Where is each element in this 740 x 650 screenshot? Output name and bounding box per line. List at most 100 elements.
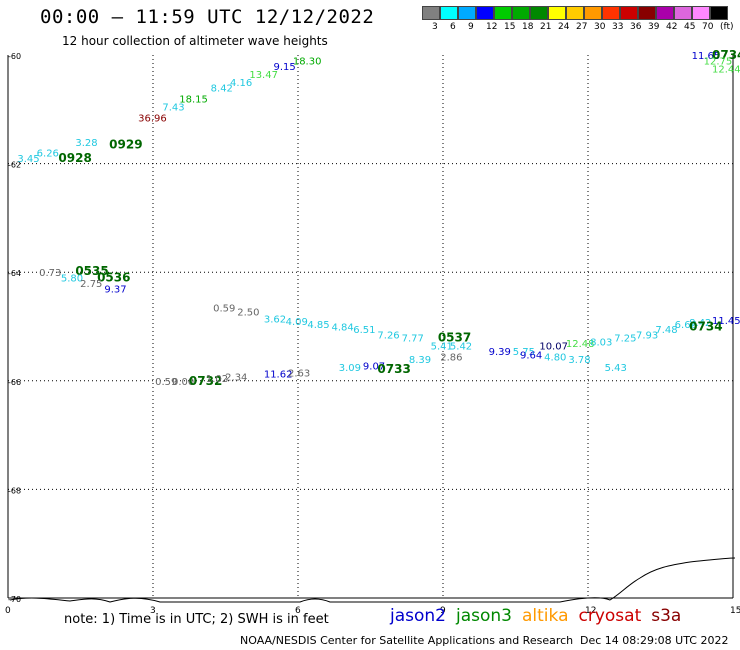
legend-swatch xyxy=(494,6,512,20)
legend-label: 9 xyxy=(468,22,474,32)
longitude-label: 6 xyxy=(295,606,301,616)
legend-swatch xyxy=(710,6,728,20)
legend-label: 27 xyxy=(576,22,588,32)
pass-time-label: 0536 xyxy=(97,271,130,285)
legend-label: 36 xyxy=(630,22,642,32)
legend-swatch xyxy=(440,6,458,20)
legend-label: 30 xyxy=(594,22,606,32)
legend-label: 39 xyxy=(648,22,660,32)
legend-label: 33 xyxy=(612,22,624,32)
pass-time-label: 0928 xyxy=(58,151,91,165)
legend-label: (ft) xyxy=(720,22,734,32)
wave-height-label: 3.45 xyxy=(17,154,39,165)
wave-height-label: 0.00 xyxy=(172,377,194,388)
wave-height-label: 6.51 xyxy=(353,325,375,336)
wave-height-label: 7.43 xyxy=(162,103,184,114)
pass-time-label: 0734 xyxy=(689,320,722,334)
wave-height-label: 10.07 xyxy=(539,342,568,353)
legend-swatch xyxy=(566,6,584,20)
pass-time-label: 0732 xyxy=(189,374,222,388)
wave-height-label: 2.75 xyxy=(80,279,102,290)
wave-height-label: 1.02 xyxy=(206,374,228,385)
legend-swatch xyxy=(530,6,548,20)
wave-height-label: 5.43 xyxy=(605,363,627,374)
wave-height-label: 18.30 xyxy=(293,56,322,67)
wave-height-label: 8.03 xyxy=(590,338,612,349)
pass-time-label: 0537 xyxy=(438,330,471,344)
map-grid xyxy=(7,55,734,599)
wave-height-label: 8.39 xyxy=(409,355,431,366)
legend-swatch xyxy=(548,6,566,20)
pass-time-label: 0734 xyxy=(712,48,740,62)
wave-height-label: 3.09 xyxy=(339,363,361,374)
wave-height-label: 11.65 xyxy=(692,51,721,62)
legend-label: 15 xyxy=(504,22,516,32)
legend-label: 18 xyxy=(522,22,534,32)
legend-swatch xyxy=(584,6,602,20)
wave-height-label: 13.47 xyxy=(249,70,278,81)
satellite-name: jason2 xyxy=(390,606,446,626)
legend-label: 24 xyxy=(558,22,570,32)
legend-label: 70 xyxy=(702,22,714,32)
longitude-label: 12 xyxy=(585,606,596,616)
axis-labels: 0 3 6 9 12 15 -60 -62 -64 -66 -68 -70 xyxy=(5,52,740,616)
wave-height-label: 9.39 xyxy=(489,347,511,358)
wave-height-label: 7.77 xyxy=(402,333,424,344)
legend-swatch xyxy=(674,6,692,20)
wave-height-label: 0.73 xyxy=(39,268,61,279)
wave-height-label: 4.84 xyxy=(332,323,354,334)
wave-height-label: 18.15 xyxy=(179,94,208,105)
wave-height-label: 3.78 xyxy=(568,355,590,366)
wave-height-label: 0.59 xyxy=(213,303,235,314)
wave-height-label: 7.93 xyxy=(636,331,658,342)
satellite-name: altika xyxy=(522,606,569,626)
pass-time-label: 0929 xyxy=(109,138,142,152)
legend-label: 45 xyxy=(684,22,696,32)
latitude-label: -70 xyxy=(8,595,21,604)
satellite-name: cryosat xyxy=(578,606,642,626)
legend-swatch xyxy=(512,6,530,20)
wave-height-label: 2.63 xyxy=(288,369,310,380)
legend-swatch xyxy=(656,6,674,20)
satellite-legend: jason2 jason3 altika cryosat s3a xyxy=(390,606,691,626)
generated-timestamp: Dec 14 08:29:08 UTC 2022 xyxy=(580,634,729,647)
wave-height-label: 7.25 xyxy=(614,333,636,344)
longitude-label: 3 xyxy=(150,606,156,616)
legend-label: 3 xyxy=(432,22,438,32)
latitude-label: -66 xyxy=(8,378,21,387)
wave-height-label: 4.80 xyxy=(544,352,566,363)
wave-height-label: 7.48 xyxy=(655,325,677,336)
wave-height-label: 11.62 xyxy=(264,370,293,381)
wave-height-label: 5.42 xyxy=(450,342,472,353)
wave-height-label: 12.75 xyxy=(704,56,733,67)
wave-height-label: 5.41 xyxy=(431,342,453,353)
latitude-label: -60 xyxy=(8,52,21,61)
legend-swatch xyxy=(458,6,476,20)
wave-height-label: 9.07 xyxy=(363,362,385,373)
wave-height-label: 12.44 xyxy=(712,65,740,76)
credit-line: NOAA/NESDIS Center for Satellite Applica… xyxy=(240,634,574,647)
pass-time-label: 0733 xyxy=(377,362,410,376)
wave-height-label: 3.28 xyxy=(75,138,97,149)
longitude-label: 15 xyxy=(730,606,740,616)
wave-height-label: 11.45 xyxy=(712,316,740,327)
wave-height-label: 36.96 xyxy=(138,113,167,124)
wave-height-label: 5.75 xyxy=(513,347,535,358)
wave-height-label: 9.15 xyxy=(274,62,296,73)
wave-height-label: 4.16 xyxy=(230,78,252,89)
wave-height-label: 8.42 xyxy=(211,84,233,95)
wave-height-label: 2.34 xyxy=(225,372,247,383)
wave-height-label: 9.64 xyxy=(520,351,542,362)
legend-label: 12 xyxy=(486,22,498,32)
wave-height-label: 2.86 xyxy=(440,352,462,363)
legend-label: 21 xyxy=(540,22,552,32)
legend-label: 42 xyxy=(666,22,678,32)
wave-height-label: 3.62 xyxy=(264,314,286,325)
legend-swatch xyxy=(620,6,638,20)
longitude-label: 9 xyxy=(440,606,446,616)
wave-height-label: 2.50 xyxy=(237,307,259,318)
map-title: 00:00 – 11:59 UTC 12/12/2022 xyxy=(40,6,375,28)
longitude-label: 0 xyxy=(5,606,11,616)
latitude-label: -62 xyxy=(8,161,21,170)
